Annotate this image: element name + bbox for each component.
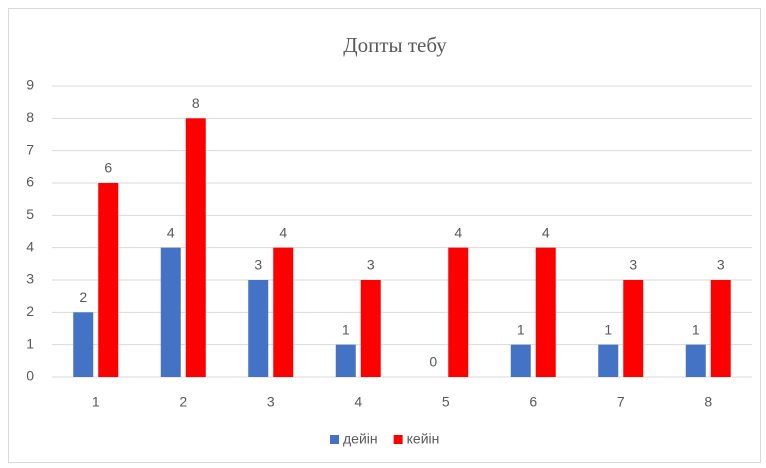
data-label: 4 xyxy=(279,224,287,240)
bar xyxy=(73,312,94,377)
bar xyxy=(335,344,356,377)
legend-swatch xyxy=(393,435,403,444)
y-tick-label: 8 xyxy=(26,109,34,125)
data-label: 4 xyxy=(454,224,462,240)
y-tick-label: 1 xyxy=(26,335,34,351)
bar xyxy=(360,280,381,377)
data-label: 4 xyxy=(167,224,175,240)
chart-border xyxy=(8,8,761,463)
legend-label: дейін xyxy=(343,431,378,447)
data-label: 6 xyxy=(104,160,112,176)
x-tick-label: 7 xyxy=(617,394,625,410)
bar xyxy=(685,344,706,377)
chart-title: Допты тебу xyxy=(343,33,447,57)
data-label: 1 xyxy=(342,321,350,337)
y-tick-label: 5 xyxy=(26,206,34,222)
bar xyxy=(185,118,206,377)
data-label: 1 xyxy=(517,321,525,337)
data-label: 8 xyxy=(192,95,200,111)
bar xyxy=(598,344,619,377)
x-tick-label: 2 xyxy=(179,394,187,410)
data-label: 3 xyxy=(717,257,725,273)
bar xyxy=(510,344,531,377)
y-tick-label: 4 xyxy=(26,238,34,254)
data-label: 3 xyxy=(367,257,375,273)
y-tick-label: 6 xyxy=(26,174,34,190)
y-tick-label: 2 xyxy=(26,303,34,319)
y-tick-label: 9 xyxy=(26,77,34,93)
data-label: 0 xyxy=(429,354,437,370)
bar xyxy=(448,247,469,377)
bar xyxy=(623,280,644,377)
bar xyxy=(248,280,269,377)
x-tick-label: 5 xyxy=(442,394,450,410)
data-label: 3 xyxy=(254,257,262,273)
data-label: 1 xyxy=(692,321,700,337)
data-label: 3 xyxy=(629,257,637,273)
data-label: 2 xyxy=(79,289,87,305)
x-tick-label: 8 xyxy=(704,394,712,410)
x-tick-label: 3 xyxy=(267,394,275,410)
y-tick-label: 0 xyxy=(26,368,34,384)
x-tick-label: 1 xyxy=(92,394,100,410)
bar xyxy=(160,247,181,377)
bar xyxy=(273,247,294,377)
data-label: 4 xyxy=(542,224,550,240)
legend-swatch xyxy=(330,435,339,444)
x-tick-label: 4 xyxy=(354,394,362,410)
y-tick-label: 3 xyxy=(26,271,34,287)
bar xyxy=(535,247,556,377)
x-tick-label: 6 xyxy=(529,394,537,410)
y-tick-label: 7 xyxy=(26,141,34,157)
bar xyxy=(710,280,731,377)
bar xyxy=(98,183,119,377)
legend-label: кейін xyxy=(407,431,440,447)
data-label: 1 xyxy=(604,321,612,337)
